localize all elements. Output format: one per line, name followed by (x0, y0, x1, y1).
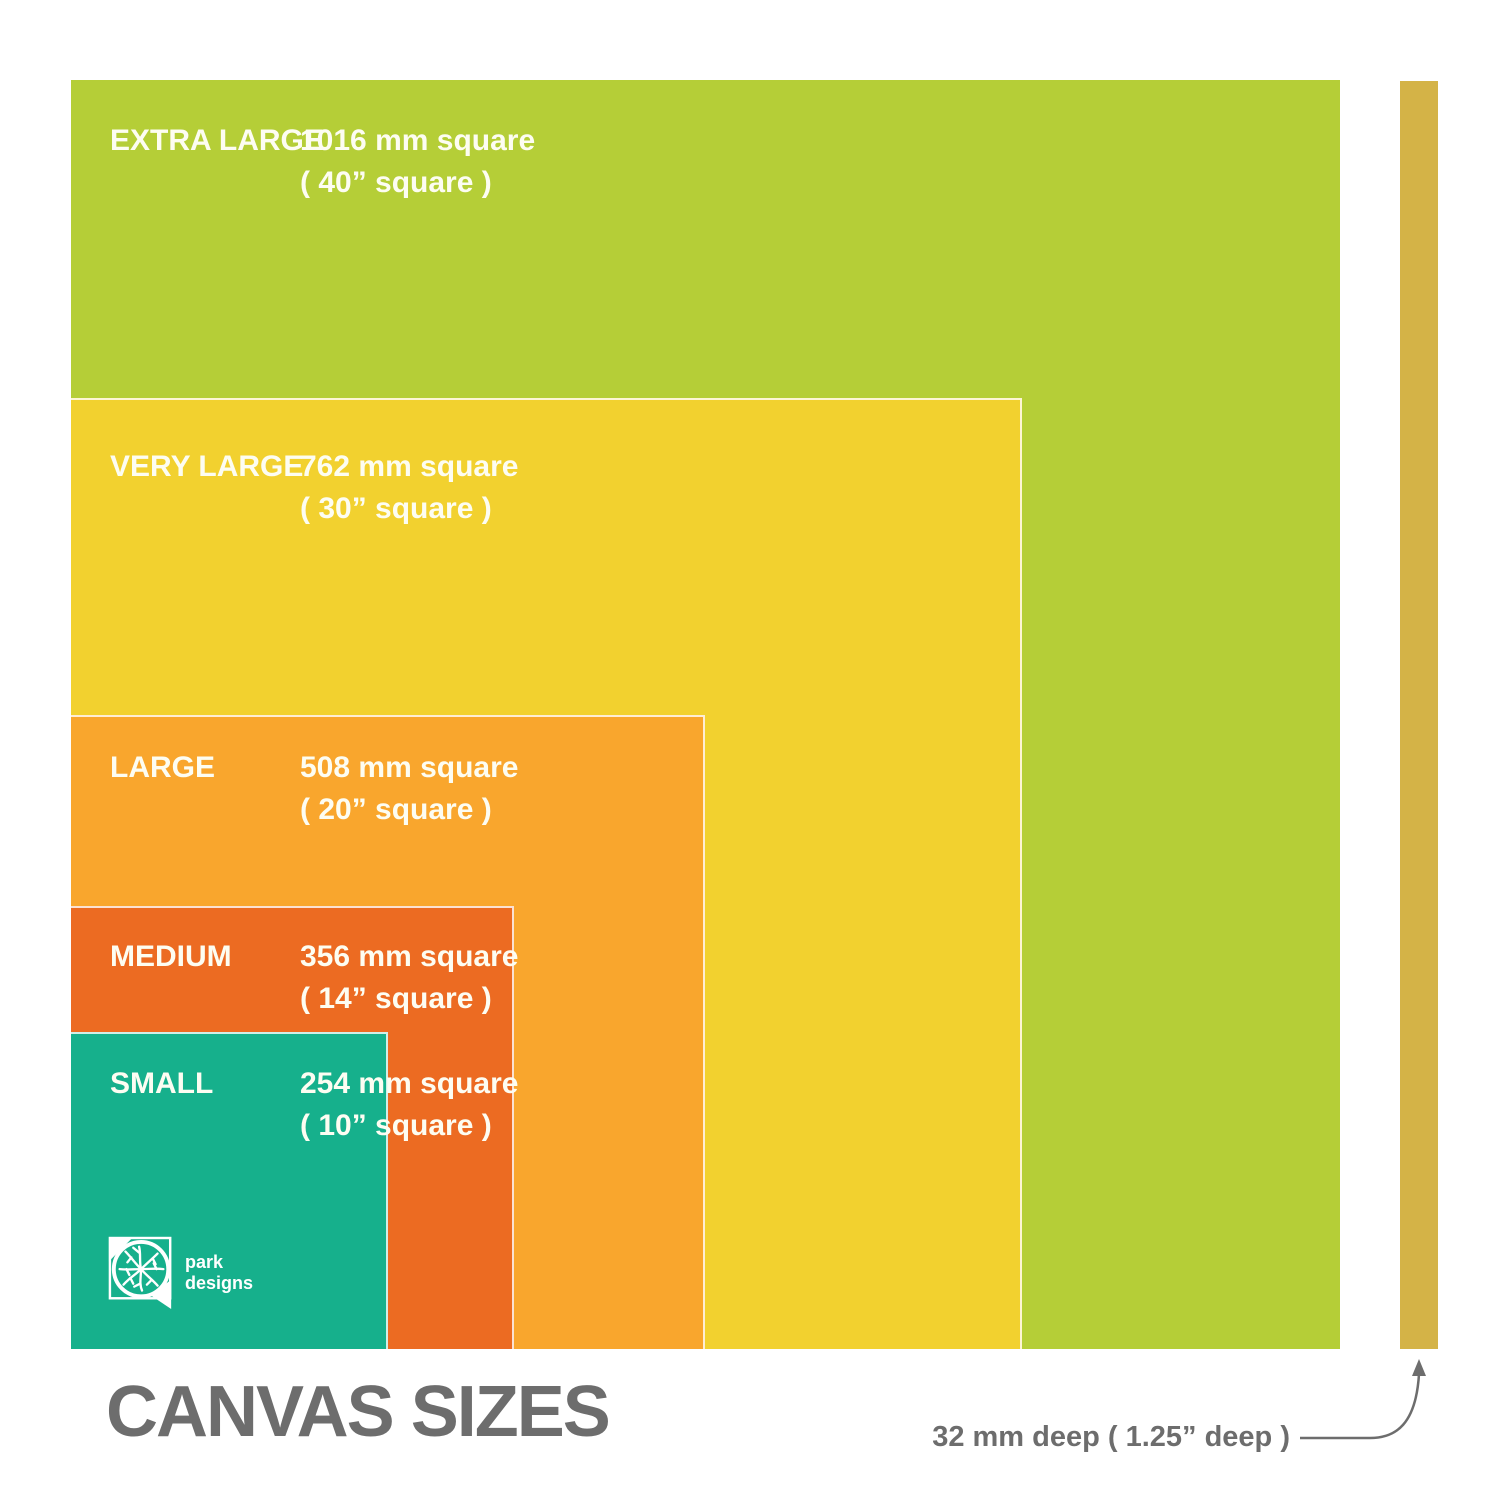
size-name-medium: MEDIUM (110, 940, 232, 973)
size-name-small: SMALL (110, 1067, 214, 1100)
extra-large-label-row: EXTRA LARGE 1016 mm square ( 40” square … (110, 120, 535, 204)
large-label-row: LARGE 508 mm square ( 20” square ) (110, 747, 518, 831)
size-inches-very-large: ( 30” square ) (300, 492, 492, 525)
depth-bar (1400, 81, 1438, 1349)
size-inches-extra-large: ( 40” square ) (300, 166, 492, 199)
park-designs-logo: park designs (107, 1235, 253, 1311)
logo-word-designs: designs (185, 1273, 254, 1293)
small-label-row: SMALL 254 mm square ( 10” square ) (110, 1063, 518, 1147)
document-meta: Canvas Sizes 09-03-2022 (1176, 1369, 1379, 1389)
square-small: SMALL 254 mm square ( 10” square ) (71, 1032, 518, 1349)
size-mm-extra-large: 1016 mm square (300, 124, 536, 157)
size-name-extra-large: EXTRA LARGE (110, 124, 324, 157)
page-title: CANVAS SIZES (106, 1372, 611, 1452)
size-mm-medium: 356 mm square (300, 940, 519, 973)
size-name-very-large: VERY LARGE (110, 450, 304, 483)
size-mm-small: 254 mm square (300, 1067, 519, 1100)
size-mm-large: 508 mm square (300, 751, 519, 784)
park-designs-wordmark: park designs (185, 1252, 253, 1294)
document-meta-date: 09-03-2022 (1291, 1369, 1379, 1388)
very-large-label-row: VERY LARGE 762 mm square ( 30” square ) (110, 446, 518, 530)
size-inches-medium: ( 14” square ) (300, 982, 492, 1015)
medium-label-row: MEDIUM 356 mm square ( 14” square ) (110, 936, 518, 1020)
depth-arrow-icon (1300, 1359, 1426, 1440)
canvas-size-comparison: EXTRA LARGE 1016 mm square ( 40” square … (71, 80, 1379, 1388)
document-meta-label: Canvas Sizes (1176, 1369, 1285, 1388)
size-mm-very-large: 762 mm square (300, 450, 519, 483)
logo-word-park: park (185, 1252, 224, 1272)
size-name-large: LARGE (110, 751, 215, 784)
size-inches-small: ( 10” square ) (300, 1109, 492, 1142)
size-inches-large: ( 20” square ) (300, 793, 492, 826)
depth-note: 32 mm deep ( 1.25” deep ) (932, 1421, 1290, 1453)
park-designs-tree-icon (108, 1236, 172, 1309)
